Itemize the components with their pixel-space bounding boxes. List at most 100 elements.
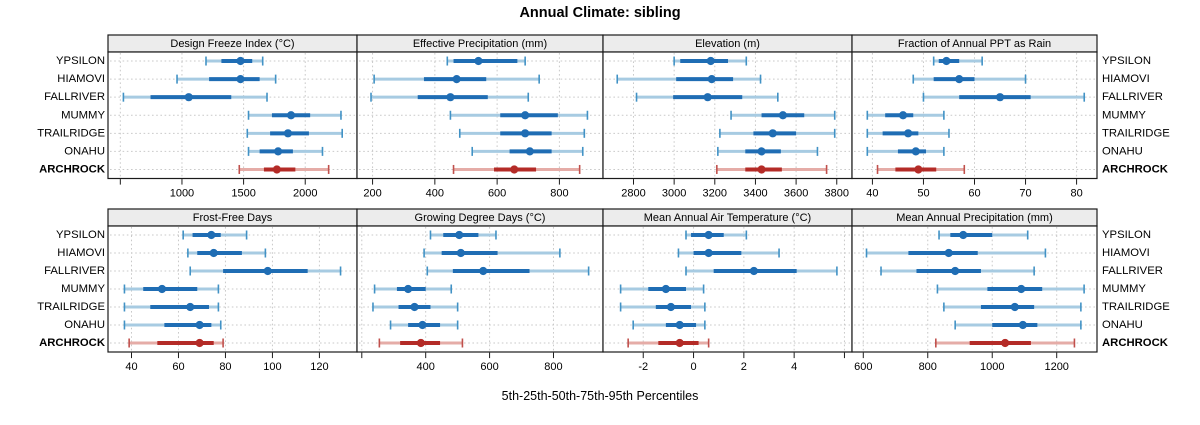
median-dot-archrock (272, 165, 281, 174)
station-label-right-ypsilon: YPSILON (1102, 55, 1151, 67)
x-tick-label: 60 (172, 361, 184, 373)
median-dot-fallriver (951, 266, 960, 276)
median-dot-ypsilon (455, 230, 464, 240)
strip-label-fraction-of-annual-ppt-as-rain: Fraction of Annual PPT as Rain (898, 38, 1051, 50)
station-label-left-onahu: ONAHU (64, 319, 105, 331)
median-dot-mummy (1017, 284, 1026, 294)
station-label-left-archrock: ARCHROCK (39, 337, 106, 349)
x-tick-label: 400 (417, 361, 435, 373)
median-dot-archrock (757, 165, 766, 174)
station-label-right-fallriver: FALLRIVER (1102, 91, 1163, 103)
median-dot-onahu (418, 320, 427, 330)
median-dot-archrock (675, 338, 684, 348)
median-dot-ypsilon (474, 56, 483, 66)
x-tick-label: 120 (310, 361, 328, 373)
median-dot-archrock (914, 165, 923, 174)
median-dot-hiamovi (704, 248, 713, 258)
station-label-left-onahu: ONAHU (64, 145, 105, 157)
x-tick-label: -2 (638, 361, 648, 373)
x-tick-label: 600 (488, 188, 506, 200)
median-dot-onahu (525, 147, 534, 156)
median-dot-onahu (757, 147, 766, 156)
median-dot-hiamovi (452, 75, 461, 84)
station-label-right-trailridge: TRAILRIDGE (1102, 127, 1170, 139)
median-dot-trailridge (768, 129, 777, 138)
station-label-left-archrock: ARCHROCK (39, 163, 106, 175)
strip-label-elevation-m: Elevation (m) (695, 38, 760, 50)
median-dot-hiamovi (209, 248, 218, 258)
strip-label-frost-free-days: Frost-Free Days (193, 212, 273, 224)
median-dot-ypsilon (959, 230, 968, 240)
station-label-left-trailridge: TRAILRIDGE (37, 301, 105, 313)
median-dot-trailridge (186, 302, 195, 312)
median-dot-fallriver (184, 93, 193, 102)
x-tick-label: 100 (263, 361, 281, 373)
station-label-right-mummy: MUMMY (1102, 109, 1146, 121)
station-label-left-fallriver: FALLRIVER (44, 265, 105, 277)
station-label-left-hiamovi: HIAMOVI (57, 247, 105, 259)
x-tick-label: 80 (1070, 188, 1082, 200)
median-dot-archrock (510, 165, 519, 174)
x-tick-label: 3400 (743, 188, 767, 200)
station-label-right-trailridge: TRAILRIDGE (1102, 301, 1170, 313)
strip-label-effective-precipitation-mm: Effective Precipitation (mm) (413, 38, 547, 50)
station-label-right-hiamovi: HIAMOVI (1102, 247, 1150, 259)
median-dot-mummy (898, 111, 908, 120)
x-tick-label: 3000 (662, 188, 686, 200)
median-dot-mummy (404, 284, 413, 294)
x-tick-label: 3800 (825, 188, 849, 200)
station-label-right-mummy: MUMMY (1102, 283, 1146, 295)
median-dot-fallriver (263, 266, 272, 276)
median-dot-mummy (778, 111, 787, 120)
median-dot-fallriver (479, 266, 488, 276)
station-label-left-mummy: MUMMY (61, 109, 105, 121)
x-tick-label: 1500 (231, 188, 255, 200)
x-tick-label: 400 (426, 188, 444, 200)
median-dot-ypsilon (704, 230, 713, 240)
median-dot-archrock (195, 338, 204, 348)
median-dot-hiamovi (944, 248, 953, 258)
station-label-right-ypsilon: YPSILON (1102, 229, 1151, 241)
x-tick-label: 2000 (293, 188, 317, 200)
median-dot-fallriver (446, 93, 455, 102)
x-tick-label: 60 (968, 188, 980, 200)
station-label-left-ypsilon: YPSILON (56, 55, 105, 67)
median-dot-trailridge (410, 302, 419, 312)
median-dot-mummy (521, 111, 530, 120)
station-label-right-hiamovi: HIAMOVI (1102, 73, 1150, 85)
chart-title: Annual Climate: sibling (519, 5, 681, 21)
x-tick-label: 40 (125, 361, 137, 373)
x-tick-label: 800 (544, 361, 562, 373)
x-tick-label: 50 (917, 188, 929, 200)
median-dot-trailridge (1010, 302, 1019, 312)
x-tick-label: 4 (791, 361, 797, 373)
median-dot-trailridge (283, 129, 293, 138)
x-tick-label: 3200 (703, 188, 727, 200)
x-tick-label: 600 (480, 361, 498, 373)
median-dot-archrock (1001, 338, 1010, 348)
x-tick-label: 1200 (1044, 361, 1068, 373)
x-tick-label: 1000 (170, 188, 194, 200)
median-dot-onahu (1018, 320, 1027, 330)
median-dot-hiamovi (456, 248, 465, 258)
median-dot-onahu (274, 147, 283, 156)
median-dot-hiamovi (707, 75, 716, 84)
median-dot-fallriver (995, 93, 1005, 102)
median-dot-mummy (286, 111, 296, 120)
x-tick-label: 800 (919, 361, 937, 373)
median-dot-mummy (157, 284, 167, 294)
station-label-left-ypsilon: YPSILON (56, 229, 105, 241)
x-tick-label: 70 (1019, 188, 1031, 200)
strip-label-design-freeze-index-c: Design Freeze Index (°C) (170, 38, 294, 50)
median-dot-trailridge (521, 129, 530, 138)
median-dot-fallriver (703, 93, 712, 102)
strip-label-mean-annual-precipitation-mm: Mean Annual Precipitation (mm) (896, 212, 1053, 224)
station-label-right-archrock: ARCHROCK (1102, 163, 1169, 175)
x-tick-label: 80 (219, 361, 231, 373)
station-label-left-fallriver: FALLRIVER (44, 91, 105, 103)
station-label-left-trailridge: TRAILRIDGE (37, 127, 105, 139)
x-axis-caption: 5th-25th-50th-75th-95th Percentiles (501, 389, 699, 403)
median-dot-fallriver (749, 266, 759, 276)
median-dot-onahu (911, 147, 920, 156)
